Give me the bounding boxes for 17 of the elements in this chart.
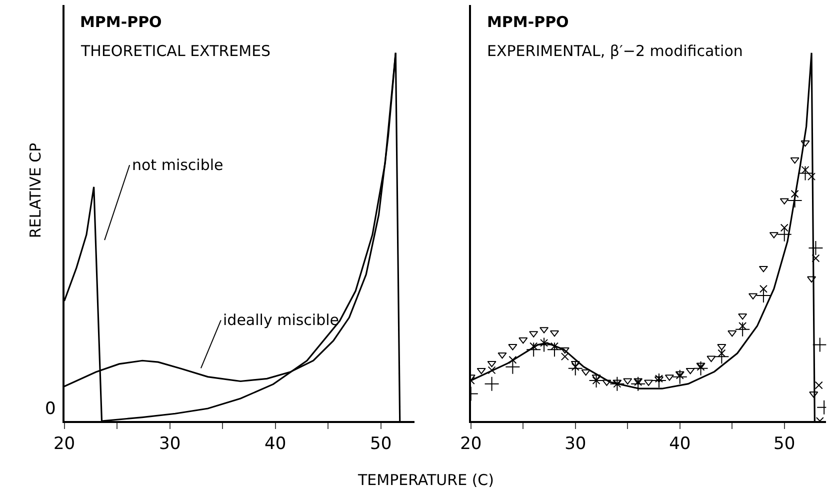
x-tick-label: 40 xyxy=(264,434,286,454)
x-tick-label: 50 xyxy=(370,434,392,454)
chart-subtitle: EXPERIMENTAL, β′−2 modification xyxy=(487,42,743,60)
x-axis-title: TEMPERATURE (C) xyxy=(357,471,494,489)
chart-subtitle: THEORETICAL EXTREMES xyxy=(80,42,271,60)
annotation: ideally miscible xyxy=(223,311,340,329)
x-tick-label: 40 xyxy=(669,434,691,454)
text: 0 xyxy=(45,399,56,419)
x-tick-label: 30 xyxy=(159,434,181,454)
x-tick-label: 50 xyxy=(774,434,796,454)
chart-title: MPM-PPO xyxy=(80,13,162,31)
annotation: not miscible xyxy=(132,156,224,174)
x-tick-label: 20 xyxy=(460,434,482,454)
y-axis-title: RELATIVE CP xyxy=(26,142,44,238)
x-tick-label: 30 xyxy=(564,434,586,454)
x-tick-label: 20 xyxy=(53,434,76,454)
chart-title: MPM-PPO xyxy=(487,13,569,31)
